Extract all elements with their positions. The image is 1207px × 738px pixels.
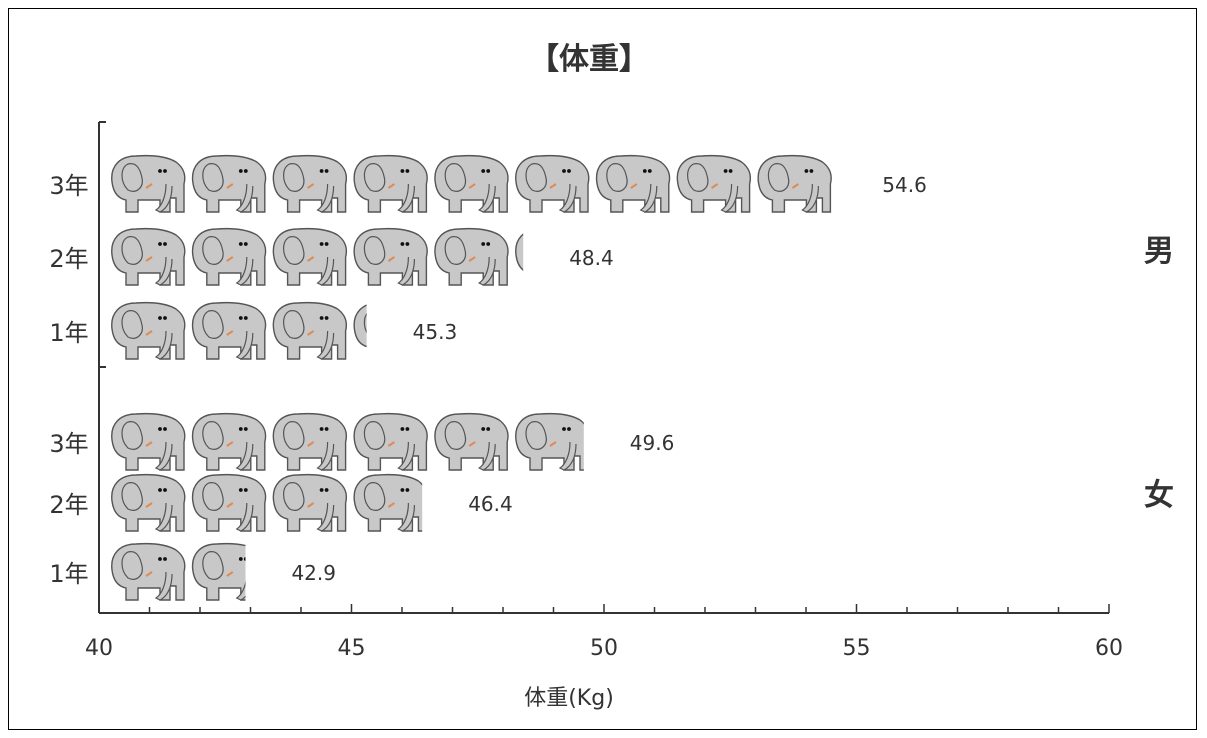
elephant-icon xyxy=(434,412,509,471)
elephant-icon xyxy=(353,227,428,286)
category-label: 2年 xyxy=(49,491,88,519)
chart-title: 【体重】 xyxy=(529,42,649,77)
data-label: 49.6 xyxy=(630,431,675,455)
elephant-icon xyxy=(757,154,832,213)
elephant-icon xyxy=(191,542,246,601)
data-label: 48.4 xyxy=(569,246,614,270)
elephant-icon xyxy=(111,542,186,601)
elephant-icon xyxy=(515,412,584,471)
data-label: 54.6 xyxy=(882,173,927,197)
elephant-icon xyxy=(111,154,186,213)
elephant-icon xyxy=(191,154,267,213)
axes xyxy=(98,121,1110,614)
elephant-icon xyxy=(191,301,267,360)
elephant-icon xyxy=(272,227,348,286)
elephant-icon xyxy=(191,412,267,471)
x-tick-label: 50 xyxy=(590,636,618,661)
elephant-icon xyxy=(515,154,590,213)
bar-row xyxy=(111,542,246,601)
weight-chart: 【体重】 40 45 50 55 60 3年 54.6 2年 48.4 1年 45.3 男 3年 49.6… xyxy=(49,42,1174,711)
category-label: 1年 xyxy=(49,319,88,347)
data-label: 45.3 xyxy=(413,320,458,344)
category-label: 2年 xyxy=(49,245,88,273)
elephant-icon xyxy=(515,233,524,271)
elephant-icon xyxy=(595,154,671,213)
elephant-icon xyxy=(353,412,428,471)
bar-row xyxy=(111,412,584,471)
x-axis-label: 体重(Kg) xyxy=(524,686,614,711)
category-label: 3年 xyxy=(49,430,88,458)
x-tick-label: 55 xyxy=(843,636,871,661)
elephant-icon xyxy=(353,473,423,532)
elephant-icon xyxy=(676,154,752,213)
x-tick-label: 60 xyxy=(1095,636,1123,661)
bar-row xyxy=(111,473,423,532)
data-label: 46.4 xyxy=(468,492,513,516)
elephant-icon xyxy=(272,412,348,471)
elephant-icon xyxy=(191,473,267,532)
icon-bars xyxy=(111,154,832,601)
x-tick-label: 45 xyxy=(338,636,366,661)
x-tick-label: 40 xyxy=(85,636,113,661)
bar-row xyxy=(111,227,524,286)
bar-row xyxy=(111,154,832,213)
category-label: 1年 xyxy=(49,560,88,588)
elephant-icon xyxy=(353,154,428,213)
elephant-icon xyxy=(111,227,186,286)
elephant-icon xyxy=(272,473,348,532)
elephant-icon xyxy=(272,301,348,360)
chart-frame: 【体重】 40 45 50 55 60 3年 54.6 2年 48.4 1年 45.3 男 3年 49.6… xyxy=(8,8,1197,730)
elephant-icon xyxy=(353,304,367,348)
group-label: 女 xyxy=(1144,478,1174,513)
bar-row xyxy=(111,301,367,360)
group-label: 男 xyxy=(1144,234,1174,269)
labels: 40 45 50 55 60 3年 54.6 2年 48.4 1年 45.3 男 3年 49.6 2年 46.… xyxy=(49,172,1174,661)
elephant-icon xyxy=(111,301,186,360)
elephant-icon xyxy=(434,154,509,213)
elephant-icon xyxy=(111,412,186,471)
data-label: 42.9 xyxy=(291,561,336,585)
elephant-icon xyxy=(111,473,186,532)
elephant-icon xyxy=(272,154,348,213)
category-label: 3年 xyxy=(49,172,88,200)
elephant-icon xyxy=(434,227,509,286)
elephant-icon xyxy=(191,227,267,286)
